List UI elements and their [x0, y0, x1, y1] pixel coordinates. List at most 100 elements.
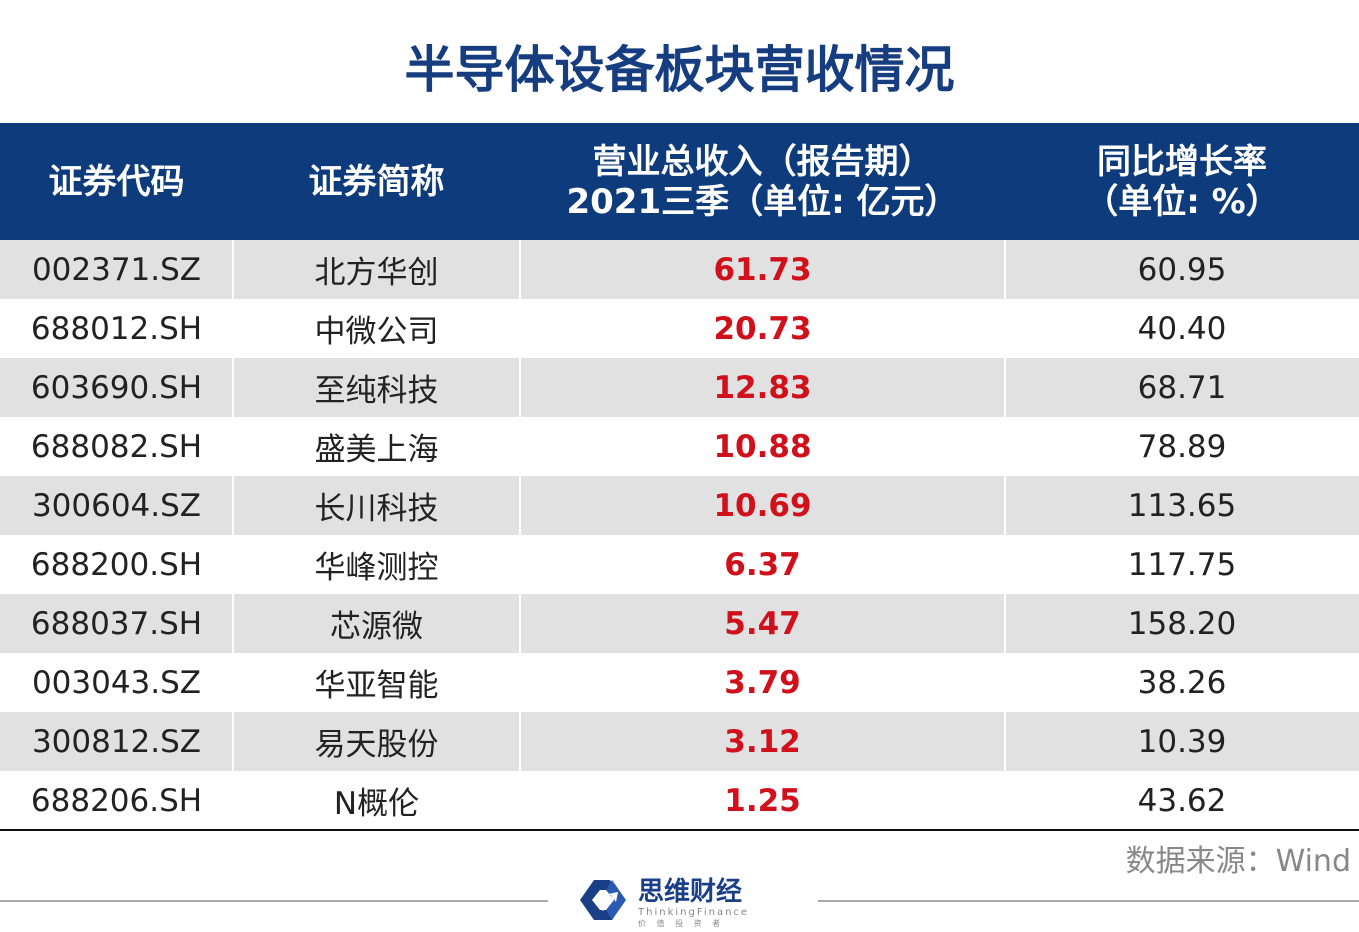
cell-divider: [232, 240, 234, 299]
table-cell: 113.65: [1127, 487, 1237, 524]
column-header: 同比增长率 （单位: %）: [1005, 123, 1359, 240]
table-rule: [0, 829, 1359, 831]
table-row: 603690.SH 至纯科技 12.83 68.71: [0, 358, 1359, 417]
table-cell: 002371.SZ: [31, 251, 202, 288]
cell-divider: [1004, 417, 1006, 476]
table-cell: 003043.SZ: [31, 664, 202, 701]
cell-divider: [232, 417, 234, 476]
cell-divider: [1004, 712, 1006, 771]
table-cell: 20.73: [713, 310, 812, 347]
table-cell: 5.47: [724, 605, 801, 642]
table-cell: 10.88: [713, 428, 812, 465]
table-cell: 40.40: [1137, 310, 1227, 347]
cell-divider: [232, 358, 234, 417]
table-cell: 117.75: [1127, 546, 1237, 583]
footer-line: [818, 900, 1359, 902]
cell-divider: [519, 358, 521, 417]
cell-divider: [1004, 299, 1006, 358]
header-line: 营业总收入（报告期）: [592, 141, 933, 182]
table-cell: 至纯科技: [314, 373, 439, 409]
table-cell: 61.73: [713, 251, 812, 288]
table-cell: 1.25: [724, 782, 801, 819]
table-cell: 12.83: [713, 369, 812, 406]
column-header: 营业总收入（报告期） 2021三季（单位: 亿元）: [520, 123, 1005, 240]
cell-divider: [232, 771, 234, 830]
cell-divider: [519, 299, 521, 358]
header-line: （单位: %）: [1084, 181, 1280, 222]
table-cell: 603690.SH: [30, 369, 203, 406]
table-row: 688082.SH 盛美上海 10.88 78.89: [0, 417, 1359, 476]
table-cell: 300604.SZ: [31, 487, 202, 524]
table-cell: 长川科技: [314, 491, 439, 527]
table-cell: 68.71: [1137, 369, 1227, 406]
cell-divider: [232, 712, 234, 771]
table-row: 300812.SZ 易天股份 3.12 10.39: [0, 712, 1359, 771]
logo-slogan: 价 值 投 资 者: [638, 918, 724, 928]
table-row: 688037.SH 芯源微 5.47 158.20: [0, 594, 1359, 653]
source: 数据来源：Wind: [1125, 844, 1351, 879]
cell-divider: [519, 240, 521, 299]
cell-divider: [519, 712, 521, 771]
cell-divider: [232, 653, 234, 712]
cell-divider: [232, 476, 234, 535]
cell-divider: [232, 594, 234, 653]
table-cell: 盛美上海: [314, 432, 439, 468]
table-cell: 688037.SH: [30, 605, 203, 642]
table-cell: 688012.SH: [30, 310, 203, 347]
cell-divider: [519, 653, 521, 712]
table-row: 002371.SZ 北方华创 61.73 60.95: [0, 240, 1359, 299]
table-cell: 华亚智能: [314, 668, 439, 704]
table-cell: 688206.SH: [30, 782, 203, 819]
cell-divider: [519, 476, 521, 535]
cell-divider: [519, 417, 521, 476]
table-cell: 300812.SZ: [31, 723, 202, 760]
table-cell: 158.20: [1127, 605, 1237, 642]
table-cell: 688200.SH: [30, 546, 203, 583]
table-header: 证券代码 证券简称 营业总收入（报告期） 2021三季（单位: 亿元） 同比增长率 （单位…: [0, 123, 1359, 240]
cell-divider: [519, 535, 521, 594]
table-row: 688200.SH 华峰测控 6.37 117.75: [0, 535, 1359, 594]
table-row: 688206.SH N概伦 1.25 43.62: [0, 771, 1359, 830]
table-cell: 易天股份: [314, 727, 439, 763]
cell-divider: [1004, 594, 1006, 653]
table-cell: 华峰测控: [314, 550, 439, 586]
table-cell: 芯源微: [330, 609, 423, 645]
table-cell: 10.39: [1137, 723, 1227, 760]
logo-graphic: 思维财经 ThinkingFinance 价 值 投 资 者: [580, 876, 749, 928]
cell-divider: [1004, 476, 1006, 535]
table-cell: 43.62: [1137, 782, 1227, 819]
table-cell: 3.12: [724, 723, 801, 760]
cell-divider: [232, 535, 234, 594]
logo-english: ThinkingFinance: [637, 907, 749, 918]
table-cell: 688082.SH: [30, 428, 203, 465]
table-cell: 38.26: [1137, 664, 1227, 701]
column-header: 证券代码: [0, 123, 233, 240]
table-cell: N概伦: [333, 786, 420, 822]
header-line: 证券简称: [308, 161, 445, 202]
cell-divider: [232, 299, 234, 358]
cell-divider: [1004, 535, 1006, 594]
cell-divider: [1004, 240, 1006, 299]
table-row: 003043.SZ 华亚智能 3.79 38.26: [0, 653, 1359, 712]
table-cell: 中微公司: [314, 314, 439, 350]
logo: 思维财经 ThinkingFinance 价 值 投 资 者: [572, 872, 822, 928]
header-line: 证券代码: [48, 161, 185, 202]
cell-divider: [519, 594, 521, 653]
title: 半导体设备板块营收情况: [404, 41, 955, 99]
cell-divider: [1004, 771, 1006, 830]
cell-divider: [1004, 358, 1006, 417]
table-cell: 6.37: [724, 546, 801, 583]
table-cell: 60.95: [1137, 251, 1227, 288]
footer-line: [0, 900, 548, 902]
table-cell: 78.89: [1137, 428, 1227, 465]
logo-name: 思维财经: [638, 876, 742, 907]
table-row: 300604.SZ 长川科技 10.69 113.65: [0, 476, 1359, 535]
logo-arrow: [600, 892, 618, 911]
header-line: 同比增长率: [1097, 141, 1267, 182]
header-line: 2021三季（单位: 亿元）: [566, 181, 959, 222]
table-row: 688012.SH 中微公司 20.73 40.40: [0, 299, 1359, 358]
table-cell: 3.79: [724, 664, 801, 701]
table-cell: 10.69: [713, 487, 812, 524]
cell-divider: [1004, 653, 1006, 712]
